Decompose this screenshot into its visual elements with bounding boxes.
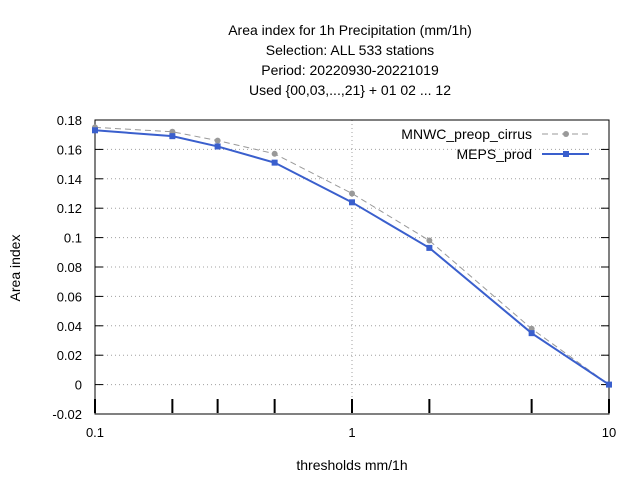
data-point: [528, 330, 535, 337]
legend-marker: [563, 151, 569, 157]
y-tick-label: 0.08: [57, 260, 82, 275]
data-point: [349, 190, 355, 197]
title-line: Period: 20220930-20221019: [261, 62, 439, 78]
y-axis-label: Area index: [7, 235, 23, 302]
y-tick-label: 0: [75, 378, 82, 393]
data-point: [214, 143, 221, 150]
y-tick-label: 0.18: [57, 113, 82, 128]
legend-label: MEPS_prod: [457, 146, 532, 162]
data-point: [271, 159, 278, 166]
x-axis-label: thresholds mm/1h: [296, 457, 407, 473]
grid: [95, 120, 609, 414]
legend-marker: [563, 131, 569, 137]
data-point: [271, 150, 278, 157]
title-line: Used {00,03,...,21} + 01 02 ... 12: [249, 82, 451, 98]
y-axis: -0.02 0 0.02 0.04 0.06 0.08 0.1 0.12 0.14 0.16 0.1…: [52, 113, 609, 422]
y-tick-label: 0.04: [57, 319, 82, 334]
legend-label: MNWC_preop_cirrus: [401, 126, 532, 142]
title-line: Area index for 1h Precipitation (mm/1h): [228, 22, 472, 38]
data-point: [426, 244, 433, 251]
title-line: Selection: ALL 533 stations: [266, 42, 434, 58]
y-tick-label: -0.02: [52, 407, 82, 422]
x-tick-label: 1: [348, 425, 355, 440]
data-point: [606, 381, 612, 388]
y-tick-label: 0.12: [57, 201, 82, 216]
x-axis: 0.1 1 10: [86, 425, 616, 440]
y-tick-label: 0.14: [57, 172, 82, 187]
y-tick-label: 0.16: [57, 142, 82, 157]
y-tick-label: 0.06: [57, 289, 82, 304]
y-tick-label: 0.1: [64, 231, 82, 246]
data-point: [92, 127, 98, 134]
threshold-markers: [94, 399, 610, 413]
chart-title: Area index for 1h Precipitation (mm/1h) S…: [228, 22, 472, 98]
data-point: [169, 133, 176, 140]
x-tick-label: 10: [602, 425, 616, 440]
series-line-MNWC_preop_cirrus: [94, 126, 610, 386]
legend: MNWC_preop_cirrus MEPS_prod: [401, 126, 589, 162]
series-line-MEPS_prod: [94, 129, 610, 386]
y-tick-label: 0.02: [57, 348, 82, 363]
x-tick-label: 0.1: [86, 425, 104, 440]
data-point: [349, 199, 355, 206]
data-point: [426, 237, 433, 244]
data-point: [214, 137, 221, 144]
series: [92, 124, 612, 388]
